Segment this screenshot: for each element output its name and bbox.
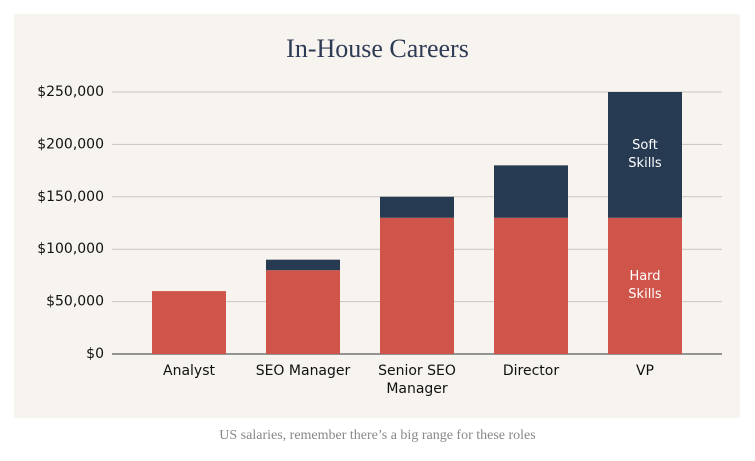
x-tick-label: Analyst [163,363,215,379]
x-tick-label: Director [502,363,560,379]
bar-segment [494,165,568,218]
segment-label: Hard Skills [628,268,662,302]
segment-label: Soft Skills [628,137,662,171]
y-tick-label: $150,000 [37,189,104,205]
bar-segment [152,291,226,354]
bar-segment [608,92,682,218]
bar-segment [380,217,454,354]
y-tick-label: $50,000 [46,294,104,310]
x-tick-label: SEO Manager [255,363,351,379]
y-tick-label: $100,000 [37,241,104,257]
x-tick-label: Senior SEO Manager [378,363,456,397]
y-tick-label: $200,000 [37,136,104,152]
y-tick-label: $250,000 [37,84,104,100]
caption: US salaries, remember there’s a big rang… [219,428,536,443]
bar-segment [608,217,682,354]
bar-segment [266,270,340,354]
bar-segment [494,217,568,354]
y-tick-label: $0 [86,346,104,362]
x-tick-label: VP [635,363,655,379]
bar-segment [266,259,340,271]
bar-segment [380,196,454,218]
chart-title: In-House Careers [286,34,469,63]
